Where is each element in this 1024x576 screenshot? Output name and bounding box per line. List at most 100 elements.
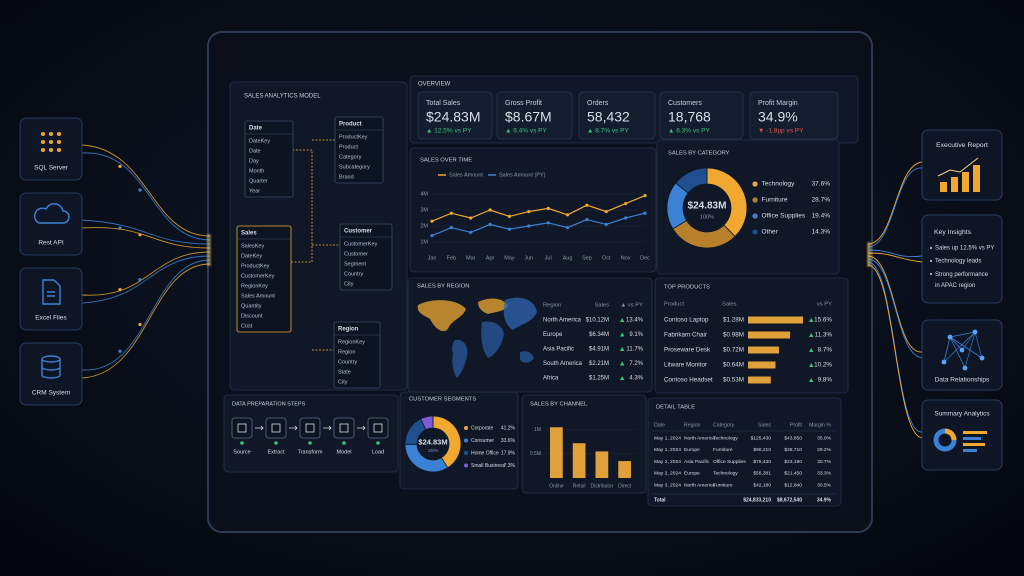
legend-label: Small Business — [471, 463, 506, 469]
connector — [867, 167, 923, 248]
cell: Furniture — [713, 482, 733, 488]
point — [488, 222, 492, 226]
source-label: Rest API — [38, 240, 63, 247]
insight: Strong performance in APAC region — [935, 272, 990, 289]
series-line — [431, 212, 646, 237]
connector — [81, 263, 211, 379]
connector-end — [867, 260, 871, 264]
cell: 13.4% — [626, 318, 644, 324]
kpi-change: ▲ 9.4% vs PY — [505, 128, 548, 135]
chart-title: SALES OVER TIME — [420, 158, 472, 164]
legend-swatch — [464, 463, 468, 468]
series-line — [431, 195, 646, 222]
icon — [949, 336, 966, 369]
source-card — [19, 342, 83, 406]
kpi-card — [659, 91, 744, 140]
value-label: 28.7% — [812, 197, 831, 204]
step-icon — [305, 423, 315, 433]
field: CustomerKey — [344, 241, 378, 247]
cell: Technology — [713, 435, 738, 441]
cell: 35.0% — [817, 435, 832, 441]
column-header: Category — [713, 422, 734, 428]
value-label: $0.72M — [723, 347, 744, 354]
kpi-value: 18,768 — [668, 109, 711, 125]
step-status — [342, 441, 346, 445]
cell: May 1, 2024 — [654, 435, 681, 441]
map-region — [452, 339, 468, 378]
field: City — [344, 281, 354, 287]
column-header: Sales — [594, 303, 609, 309]
relationship — [291, 139, 340, 351]
x-tick-label: May — [504, 255, 515, 261]
column-header: Sales — [758, 422, 771, 428]
cell: 7.2% — [629, 361, 643, 367]
field: ProductKey — [339, 134, 368, 140]
connector-dot — [118, 164, 122, 168]
insight: Technology leads — [935, 259, 981, 265]
cell: $21,450 — [784, 471, 802, 477]
connector-end — [207, 250, 211, 254]
up-arrow — [809, 318, 814, 322]
column-header: Region — [684, 422, 701, 428]
up-arrow — [620, 347, 625, 351]
cell: Asia Pacific — [684, 459, 710, 465]
icon — [947, 334, 953, 340]
icon — [964, 331, 976, 369]
step-label: Transform — [298, 449, 323, 455]
value-label: $0.53M — [723, 377, 744, 384]
cell: 33.3% — [817, 471, 832, 477]
output-title: Summary Analytics — [934, 411, 990, 418]
icon — [943, 331, 976, 363]
table-name: Sales — [241, 231, 257, 237]
cell: $98,210 — [753, 447, 771, 453]
kpi-change: ▲ 6.3% vs PY — [668, 128, 711, 135]
x-tick-label: Jul — [545, 255, 552, 261]
connector — [867, 161, 923, 245]
connector-end — [867, 257, 871, 261]
source-label: SQL Server — [34, 165, 69, 172]
point — [449, 211, 453, 215]
step-status — [274, 441, 278, 445]
model-table — [334, 116, 384, 184]
table-name: Product — [339, 122, 362, 128]
legend-label: Sales Amount — [449, 172, 483, 178]
connector-dot — [138, 322, 142, 327]
field: Region — [338, 349, 355, 355]
kpi-label: Gross Profit — [505, 100, 542, 107]
connector-dot — [118, 349, 122, 353]
icon — [951, 177, 958, 192]
cell: $1.25M — [589, 376, 609, 382]
icon — [962, 365, 968, 371]
total-cell: $8,672,540 — [777, 497, 802, 503]
bar — [595, 451, 609, 478]
cell: Office Supplies — [713, 459, 746, 465]
icon — [49, 132, 53, 136]
point — [527, 224, 531, 228]
field: Month — [249, 168, 264, 174]
connector — [81, 259, 211, 371]
cell: Europe — [684, 471, 700, 477]
cell: Europe — [543, 332, 563, 338]
icon — [944, 428, 957, 441]
point — [507, 227, 512, 231]
step-label: Source — [233, 449, 250, 455]
point — [624, 202, 628, 206]
icon — [959, 347, 965, 353]
cell: North America — [543, 318, 582, 324]
column-header: Margin % — [809, 422, 831, 428]
connector — [81, 255, 211, 304]
cell: South America — [543, 361, 583, 367]
step-label: Extract — [267, 449, 285, 455]
x-tick-label: Mar — [466, 255, 476, 261]
cell: $75,430 — [753, 459, 771, 465]
column-header: Sales — [722, 302, 737, 308]
cell: $2.21M — [589, 361, 609, 367]
legend-label: Sales Amount (PY) — [499, 172, 546, 178]
legend-swatch — [752, 181, 758, 187]
y-tick-label: 4M — [420, 191, 428, 197]
legend-swatch — [464, 451, 468, 455]
point — [430, 219, 434, 223]
cell: $6.34M — [589, 332, 609, 338]
point — [488, 208, 492, 212]
icon — [963, 443, 985, 446]
